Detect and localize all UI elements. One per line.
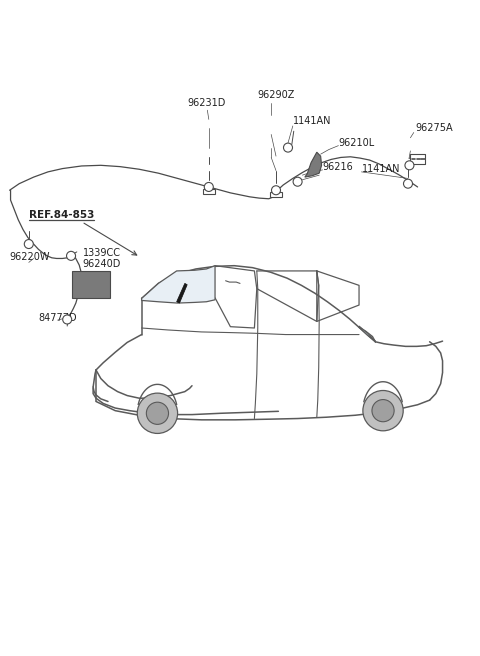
Polygon shape <box>359 326 375 342</box>
Text: 1141AN: 1141AN <box>293 116 331 126</box>
Circle shape <box>405 161 414 170</box>
Circle shape <box>284 143 292 152</box>
Text: 96216: 96216 <box>323 162 353 172</box>
Circle shape <box>363 390 403 431</box>
Text: 96275A: 96275A <box>415 123 453 133</box>
FancyBboxPatch shape <box>72 271 110 298</box>
Circle shape <box>137 393 178 434</box>
Circle shape <box>404 179 412 188</box>
FancyBboxPatch shape <box>270 192 282 197</box>
Circle shape <box>24 239 33 249</box>
Circle shape <box>272 186 280 195</box>
FancyBboxPatch shape <box>203 189 215 194</box>
Polygon shape <box>177 283 187 303</box>
Polygon shape <box>142 266 215 303</box>
Circle shape <box>204 182 213 192</box>
Text: 96231D: 96231D <box>187 98 226 108</box>
Circle shape <box>293 177 302 186</box>
Text: 96220W: 96220W <box>10 253 50 262</box>
Text: 96290Z: 96290Z <box>257 90 295 100</box>
Text: 1339CC: 1339CC <box>83 249 120 258</box>
Text: 84777D: 84777D <box>38 313 77 323</box>
Circle shape <box>63 315 72 324</box>
Text: 1141AN: 1141AN <box>362 164 401 174</box>
Circle shape <box>146 402 168 424</box>
Text: 96240D: 96240D <box>83 259 121 269</box>
Circle shape <box>372 400 394 422</box>
Text: 96210L: 96210L <box>338 138 375 148</box>
Polygon shape <box>305 152 322 177</box>
Circle shape <box>67 251 75 260</box>
Text: REF.84-853: REF.84-853 <box>29 210 94 220</box>
